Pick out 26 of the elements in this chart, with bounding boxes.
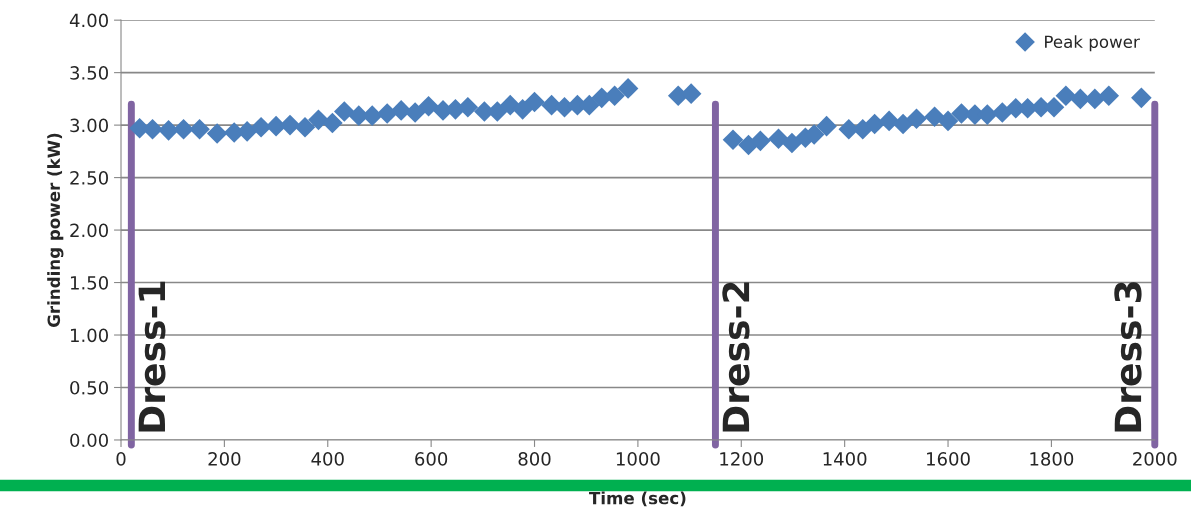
ref-line-label: Dress-3 [1114,282,1142,432]
y-tick-label: 3.00 [70,118,108,133]
y-tick-label: 1.00 [70,328,108,343]
x-tick-label: 0 [116,452,126,466]
x-tick-label: 1200 [720,452,764,466]
x-tick-label: 1600 [927,452,970,466]
x-tick-label: 400 [311,452,344,466]
x-tick-label: 800 [518,452,551,466]
x-tick-label: 600 [415,452,448,466]
x-tick-label: 1800 [1030,452,1074,466]
ref-line-label: Dress-1 [138,281,166,432]
y-tick-label: 1.50 [70,276,108,290]
legend-label: Peak power [1045,35,1140,52]
x-tick-label: 1000 [616,452,660,466]
y-axis-title: Grinding power (kW) [47,133,64,327]
y-tick-label: 0.50 [70,380,108,395]
x-axis-title: Time (sec) [589,491,686,507]
y-tick-label: 4.00 [69,13,108,28]
ref-line-label: Dress-2 [722,282,750,432]
x-tick-label: 2000 [1133,452,1177,466]
y-tick-label: 0.00 [70,433,108,448]
x-tick-label: 200 [208,452,241,466]
y-tick-label: 2.50 [70,171,108,185]
y-tick-label: 2.00 [70,223,108,238]
y-tick-label: 3.50 [70,66,108,80]
x-tick-label: 1400 [823,452,867,466]
